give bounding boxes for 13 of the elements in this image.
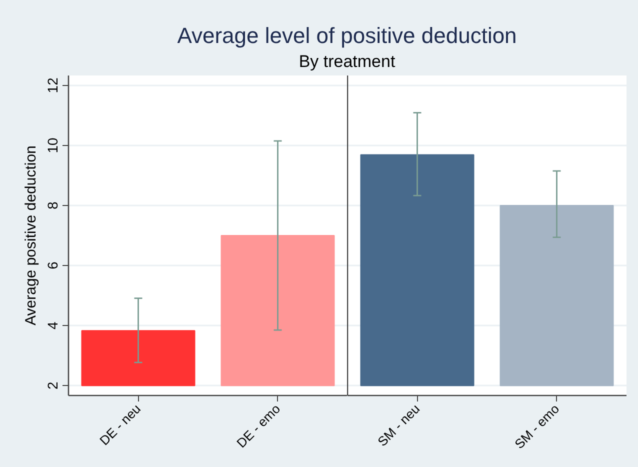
y-tick-label: 10	[44, 137, 60, 154]
chart-title: Average level of positive deduction	[176, 22, 518, 48]
y-tick-label: 4	[44, 321, 60, 330]
chart-subtitle: By treatment	[298, 51, 396, 72]
x-tick-label: DE - neu	[96, 401, 144, 448]
y-tick-label: 6	[44, 261, 60, 270]
x-tick-label: SM - emo	[512, 401, 562, 452]
y-axis-title: Average positive deduction	[22, 146, 40, 326]
x-tick-label: DE - emo	[234, 401, 284, 451]
x-tick-label: SM - neu	[374, 401, 423, 450]
y-tick-label: 12	[44, 77, 60, 94]
y-tick-label: 2	[44, 381, 60, 390]
y-tick-label: 8	[44, 201, 60, 210]
